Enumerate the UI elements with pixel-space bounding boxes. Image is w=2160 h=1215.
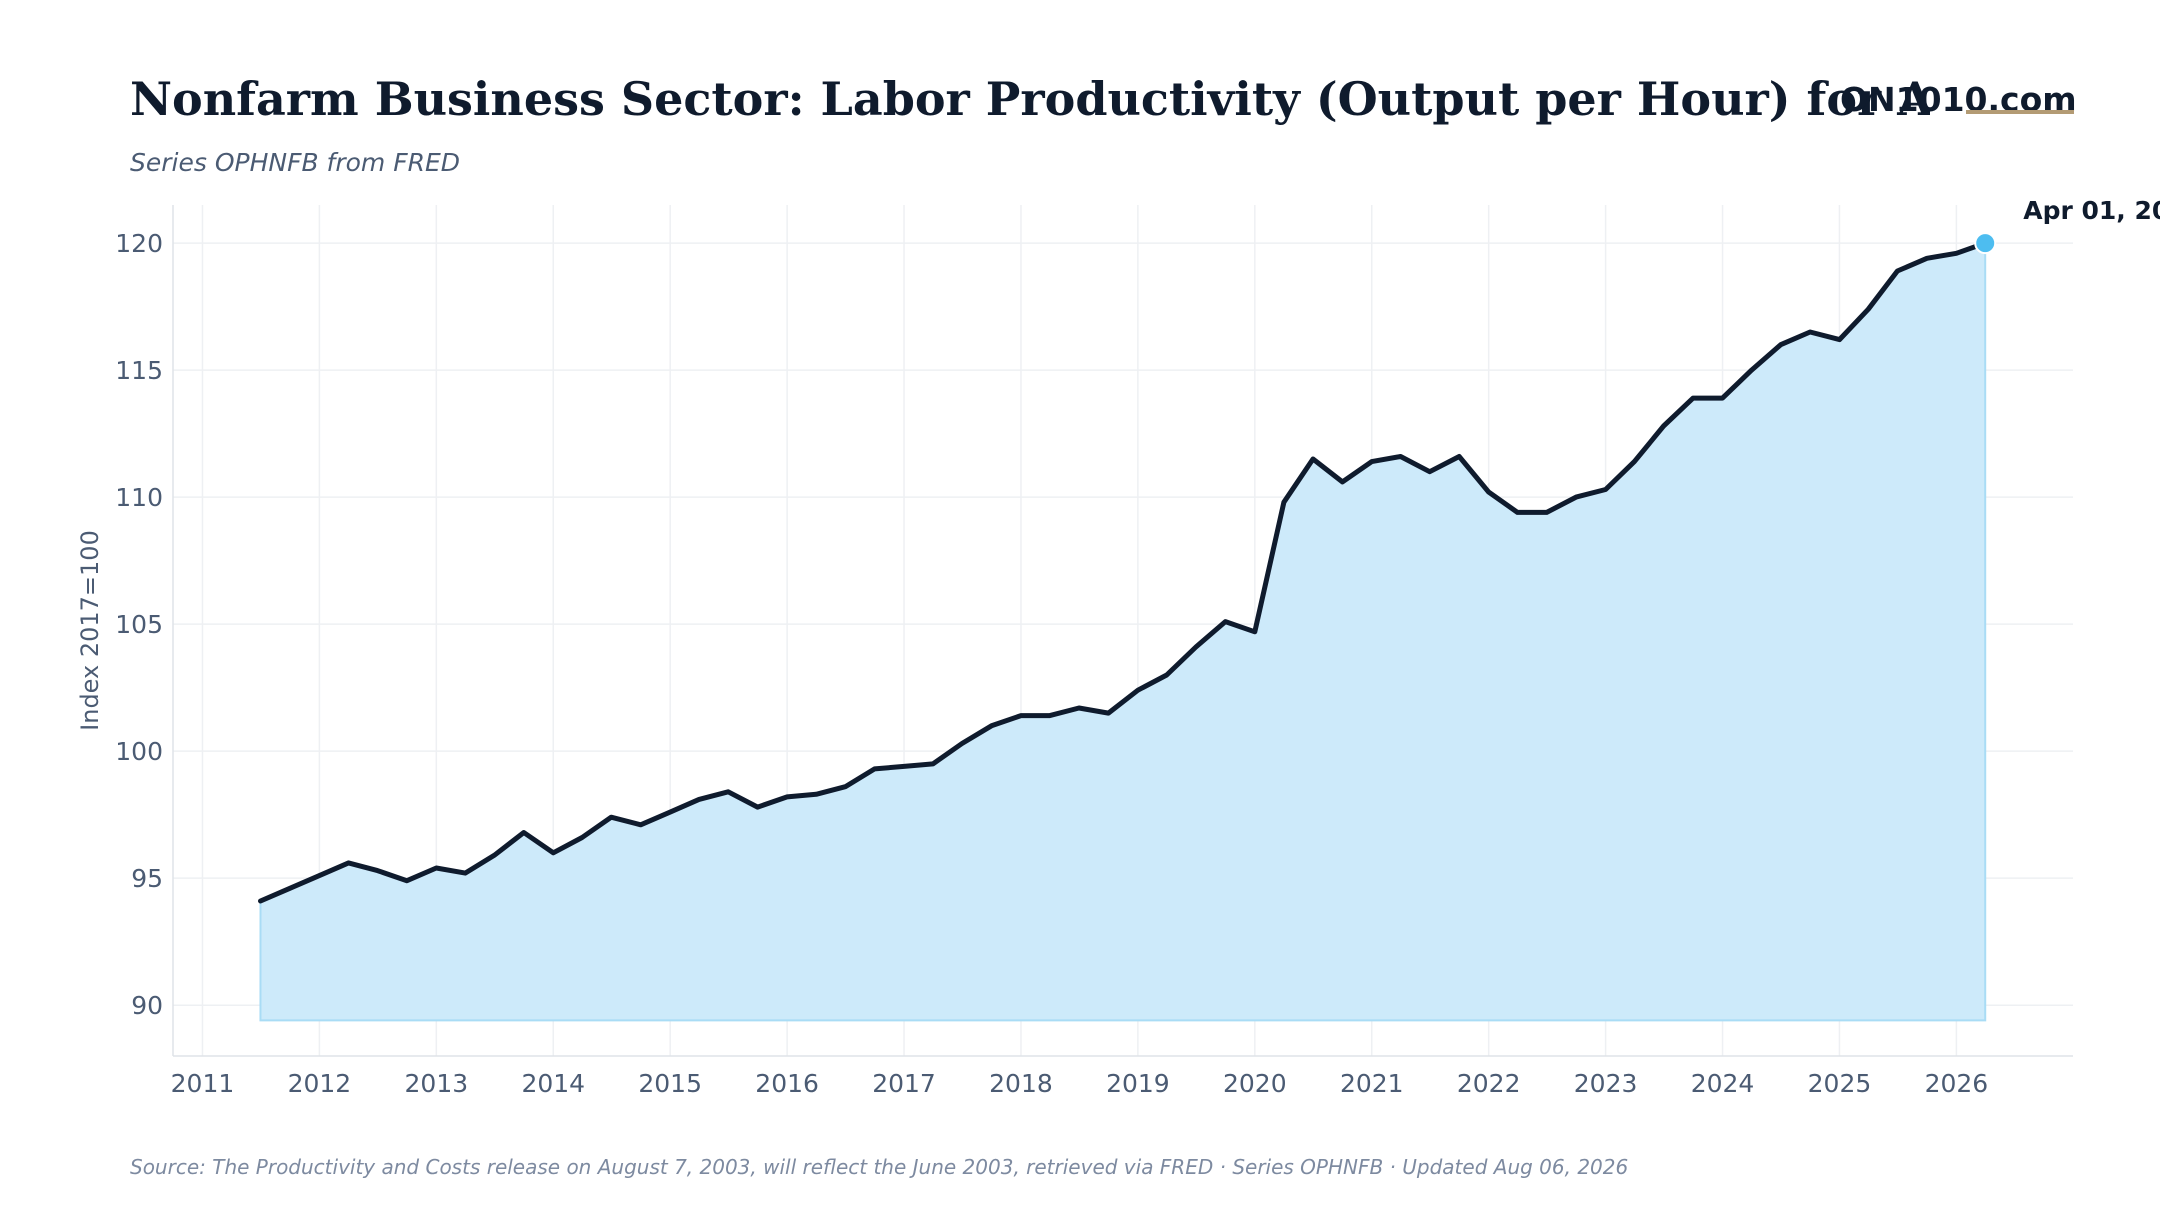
series-area-layer <box>259 241 1987 1022</box>
data-point <box>288 886 292 890</box>
data-point <box>1662 424 1666 428</box>
data-point <box>756 805 760 809</box>
data-point <box>405 879 409 883</box>
data-point <box>873 767 877 771</box>
data-point <box>1604 488 1608 492</box>
y-tick-label: 105 <box>115 610 163 639</box>
data-point <box>522 830 526 834</box>
x-tick-label: 2019 <box>1106 1069 1170 1098</box>
data-point <box>1428 470 1432 474</box>
data-point <box>1048 714 1052 718</box>
series-line <box>258 240 1988 904</box>
x-tick-label: 2024 <box>1691 1069 1755 1098</box>
data-point <box>697 797 701 801</box>
data-point <box>1574 495 1578 499</box>
data-point <box>317 874 321 878</box>
x-tick-label: 2016 <box>755 1069 819 1098</box>
source-footer: Source: The Productivity and Costs relea… <box>130 1155 1629 1179</box>
brand-underline <box>1966 110 2074 114</box>
x-tick-label: 2012 <box>288 1069 352 1098</box>
data-point <box>1282 500 1286 504</box>
data-point <box>1925 256 1929 260</box>
data-point <box>1545 510 1549 514</box>
data-point <box>1954 251 1958 255</box>
series-line-layer <box>258 232 1997 904</box>
data-point <box>726 790 730 794</box>
data-point <box>1077 706 1081 710</box>
x-tick-label: 2014 <box>521 1069 585 1098</box>
data-point <box>1487 490 1491 494</box>
data-point <box>960 742 964 746</box>
y-tick-label: 95 <box>131 864 163 893</box>
data-point <box>1721 396 1725 400</box>
data-point <box>1311 457 1315 461</box>
data-point <box>1399 454 1403 458</box>
data-point <box>902 764 906 768</box>
data-point <box>1165 673 1169 677</box>
data-point <box>1194 645 1198 649</box>
x-tick-label: 2017 <box>872 1069 936 1098</box>
x-tick-label: 2018 <box>989 1069 1053 1098</box>
axes <box>172 205 2073 1057</box>
data-point <box>931 762 935 766</box>
data-point <box>492 853 496 857</box>
data-point <box>463 871 467 875</box>
data-point <box>1340 480 1344 484</box>
x-tick-label: 2020 <box>1223 1069 1287 1098</box>
data-point <box>551 851 555 855</box>
data-point <box>1457 454 1461 458</box>
chart-subtitle: Series OPHNFB from FRED <box>130 148 461 177</box>
data-point <box>1136 688 1140 692</box>
data-point <box>814 792 818 796</box>
data-point <box>434 866 438 870</box>
data-point <box>1253 630 1257 634</box>
y-axis-label: Index 2017=100 <box>76 530 104 731</box>
data-point <box>1691 396 1695 400</box>
data-point <box>639 823 643 827</box>
data-point <box>1632 460 1636 464</box>
data-point <box>1779 343 1783 347</box>
data-point <box>376 869 380 873</box>
y-tick-label: 110 <box>115 483 163 512</box>
data-point <box>843 785 847 789</box>
data-point <box>1837 338 1841 342</box>
y-tick-label: 100 <box>115 737 163 766</box>
data-point <box>1866 307 1870 311</box>
x-tick-label: 2011 <box>171 1069 235 1098</box>
data-point <box>1370 460 1374 464</box>
y-tick-label: 90 <box>131 991 163 1020</box>
data-point <box>668 810 672 814</box>
x-tick-label: 2025 <box>1808 1069 1872 1098</box>
data-point <box>1750 368 1754 372</box>
x-tick-label: 2013 <box>405 1069 469 1098</box>
data-point <box>580 836 584 840</box>
data-point <box>1019 714 1023 718</box>
tick-labels: 2011 2012 2013 2014 2015 2016 2017 2018 2019 2020… <box>76 196 2160 1098</box>
data-point <box>1895 269 1899 273</box>
data-point <box>258 899 262 903</box>
y-tick-label: 120 <box>115 229 163 258</box>
data-point <box>989 724 993 728</box>
x-tick-label: 2026 <box>1925 1069 1989 1098</box>
data-point <box>1808 330 1812 334</box>
data-point <box>785 795 789 799</box>
data-point <box>346 861 350 865</box>
data-point <box>1516 510 1520 514</box>
data-point <box>1223 620 1227 624</box>
x-tick-label: 2023 <box>1574 1069 1638 1098</box>
data-point <box>1106 711 1110 715</box>
x-tick-label: 2015 <box>638 1069 702 1098</box>
x-tick-label: 2021 <box>1340 1069 1404 1098</box>
data-point <box>609 815 613 819</box>
latest-point-marker <box>1974 232 1997 255</box>
latest-point-label: Apr 01, 2026 <box>2023 196 2160 225</box>
series-area <box>259 241 1987 1022</box>
y-tick-label: 115 <box>115 356 163 385</box>
x-tick-label: 2022 <box>1457 1069 1521 1098</box>
chart-title: Nonfarm Business Sector: Labor Productiv… <box>130 72 1930 126</box>
